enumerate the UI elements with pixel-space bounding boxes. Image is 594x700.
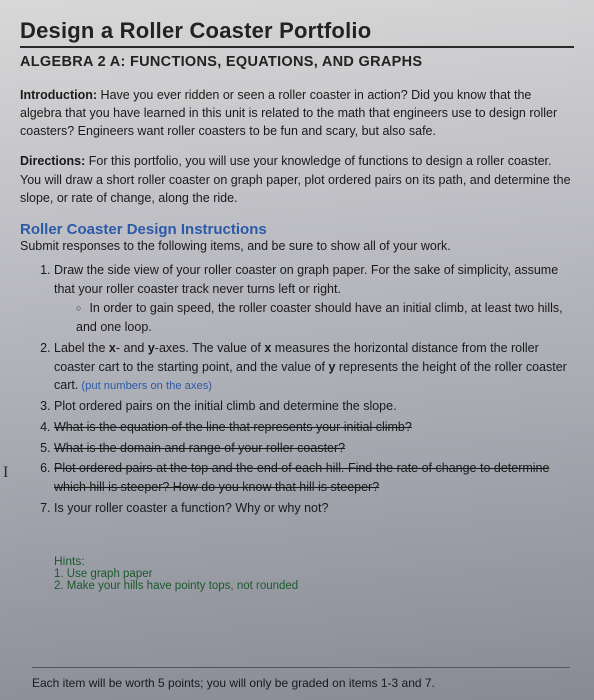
var-x: x: [109, 341, 116, 355]
list-item: What is the domain and range of your rol…: [54, 439, 574, 458]
section-heading: Roller Coaster Design Instructions: [20, 221, 574, 238]
margin-annotation: I: [3, 464, 8, 482]
var-y: y: [148, 341, 155, 355]
directions-text: For this portfolio, you will use your kn…: [20, 154, 571, 204]
list-item: Is your roller coaster a function? Why o…: [54, 499, 574, 518]
item-2-a: Label the: [54, 341, 109, 355]
list-item: Label the x- and y-axes. The value of x …: [54, 339, 574, 395]
item-1-text: Draw the side view of your roller coaste…: [54, 263, 558, 296]
item-2-b: - and: [116, 341, 148, 355]
hints-title: Hints:: [54, 554, 574, 568]
sub-bullet-list: In order to gain speed, the roller coast…: [54, 299, 574, 337]
sub-bullet-item: In order to gain speed, the roller coast…: [76, 299, 574, 337]
page-title: Design a Roller Coaster Portfolio: [20, 18, 574, 48]
item-4-text: What is the equation of the line that re…: [54, 420, 412, 434]
list-item: Draw the side view of your roller coaste…: [54, 261, 574, 337]
hints-block: Hints: 1. Use graph paper 2. Make your h…: [20, 554, 574, 592]
item-2-note: (put numbers on the axes): [78, 380, 212, 392]
item-1-sub-text: In order to gain speed, the roller coast…: [76, 301, 563, 334]
page-subtitle: ALGEBRA 2 A: FUNCTIONS, EQUATIONS, AND G…: [20, 54, 574, 70]
intro-label: Introduction:: [20, 88, 97, 102]
directions-paragraph: Directions: For this portfolio, you will…: [20, 152, 574, 206]
hint-1: 1. Use graph paper: [54, 568, 574, 580]
list-item: Plot ordered pairs at the top and the en…: [54, 459, 574, 497]
list-item: What is the equation of the line that re…: [54, 418, 574, 437]
item-5-text: What is the domain and range of your rol…: [54, 441, 345, 455]
directions-label: Directions:: [20, 154, 85, 168]
intro-text: Have you ever ridden or seen a roller co…: [20, 88, 557, 138]
section-subtext: Submit responses to the following items,…: [20, 239, 574, 253]
item-7-text: Is your roller coaster a function? Why o…: [54, 501, 328, 515]
item-2-c: -axes. The value of: [155, 341, 265, 355]
introduction-paragraph: Introduction: Have you ever ridden or se…: [20, 86, 574, 140]
hint-2: 2. Make your hills have pointy tops, not…: [54, 580, 574, 592]
item-3-text: Plot ordered pairs on the initial climb …: [54, 399, 397, 413]
instructions-list: Draw the side view of your roller coaste…: [20, 261, 574, 518]
item-6-text: Plot ordered pairs at the top and the en…: [54, 461, 549, 494]
list-item: Plot ordered pairs on the initial climb …: [54, 397, 574, 416]
footer-note: Each item will be worth 5 points; you wi…: [32, 667, 570, 690]
